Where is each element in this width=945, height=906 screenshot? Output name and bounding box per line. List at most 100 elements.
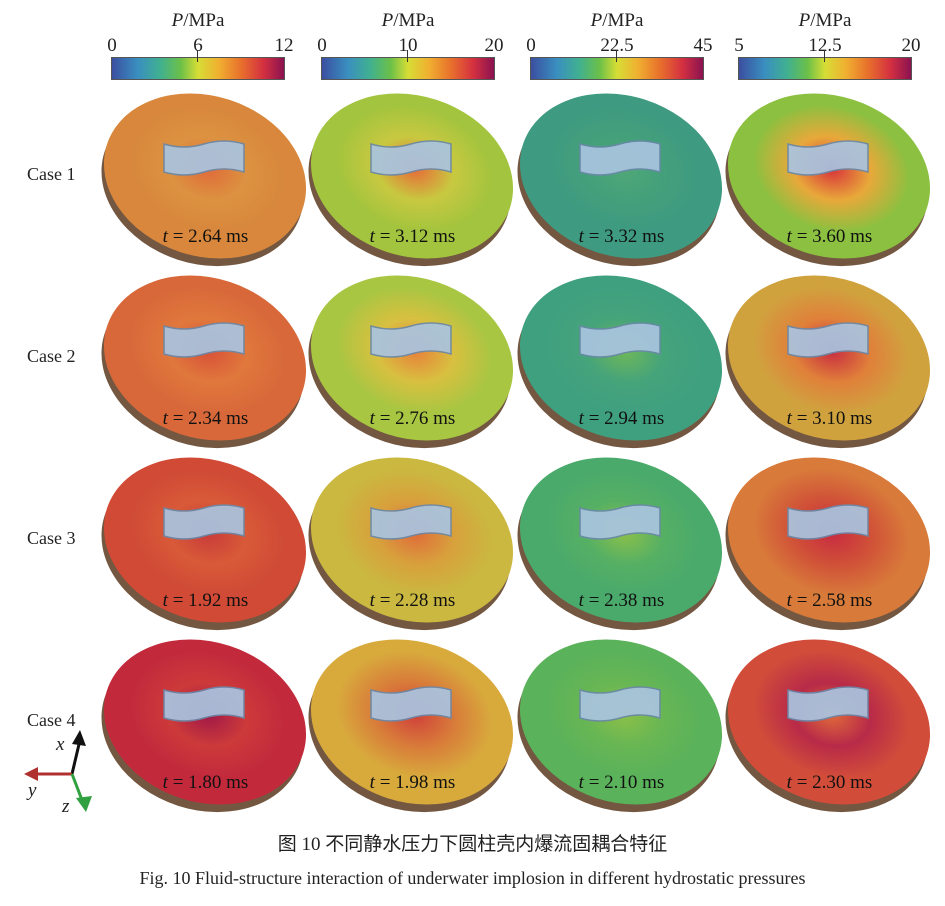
time-symbol: t <box>369 408 375 429</box>
disk-surface <box>519 457 723 623</box>
simulation-snapshot: t = 2.10 ms <box>514 634 729 814</box>
time-value: = 3.60 ms <box>796 226 873 247</box>
time-value: = 1.80 ms <box>172 772 249 793</box>
pressure-disk <box>517 457 723 631</box>
pressure-unit: /MPa <box>602 10 644 31</box>
time-symbol: t <box>786 408 792 429</box>
simulation-snapshot: t = 2.30 ms <box>722 634 937 814</box>
time-value: = 2.94 ms <box>588 408 665 429</box>
time-value: = 2.76 ms <box>379 408 456 429</box>
colorbar-tick-max: 20 <box>484 35 504 56</box>
time-label: t = 2.94 ms <box>514 408 729 430</box>
pressure-disk <box>101 275 307 449</box>
colorbar-title: P/MPa <box>321 10 495 32</box>
time-value: = 3.12 ms <box>379 226 456 247</box>
cylindrical-shell <box>163 686 245 722</box>
pressure-disk <box>725 275 931 449</box>
colorbar-tick-min: 5 <box>734 35 744 56</box>
colorbar-gradient <box>111 57 285 80</box>
pressure-disk <box>101 639 307 813</box>
time-label: t = 1.98 ms <box>305 772 520 794</box>
colorbar-tick-min: 0 <box>526 35 536 56</box>
time-label: t = 2.64 ms <box>98 226 313 248</box>
simulation-snapshot: t = 2.28 ms <box>305 452 520 632</box>
time-label: t = 2.76 ms <box>305 408 520 430</box>
time-label: t = 2.28 ms <box>305 590 520 612</box>
time-symbol: t <box>162 772 168 793</box>
colorbar-tick-mid: 6 <box>193 35 203 56</box>
cylindrical-shell <box>163 504 245 540</box>
time-symbol: t <box>578 590 584 611</box>
colorbar-tick-mid: 22.5 <box>600 35 634 56</box>
simulation-snapshot: t = 2.38 ms <box>514 452 729 632</box>
simulation-snapshot: t = 2.34 ms <box>98 270 313 450</box>
colorbar-gradient <box>321 57 495 80</box>
cylindrical-shell <box>163 140 245 176</box>
time-label: t = 3.60 ms <box>722 226 937 248</box>
time-label: t = 3.12 ms <box>305 226 520 248</box>
cylindrical-shell <box>370 322 452 358</box>
time-value: = 2.28 ms <box>379 590 456 611</box>
case-label: Case 2 <box>27 346 76 366</box>
simulation-snapshot: t = 2.94 ms <box>514 270 729 450</box>
colorbar-tick-max: 45 <box>693 35 713 56</box>
time-symbol: t <box>786 590 792 611</box>
pressure-disk <box>101 457 307 631</box>
pressure-disk <box>725 639 931 813</box>
time-value: = 1.92 ms <box>172 590 249 611</box>
colorbar-mid-tick <box>616 50 617 62</box>
time-label: t = 2.30 ms <box>722 772 937 794</box>
pressure-symbol: P <box>381 10 394 31</box>
case-label: Case 3 <box>27 528 76 548</box>
pressure-disk <box>517 275 723 449</box>
pressure-symbol: P <box>171 10 184 31</box>
disk-surface <box>310 275 514 441</box>
pressure-disk <box>308 93 514 267</box>
time-symbol: t <box>578 226 584 247</box>
pressure-unit: /MPa <box>183 10 225 31</box>
disk-surface <box>727 93 931 259</box>
simulation-snapshot: t = 1.98 ms <box>305 634 520 814</box>
z-axis-label: z <box>62 796 70 817</box>
caption-chinese: 图 10 不同静水压力下圆柱壳内爆流固耦合特征 <box>277 834 668 855</box>
case-label: Case 4 <box>27 710 76 730</box>
pressure-disk <box>101 93 307 267</box>
pressure-unit: /MPa <box>393 10 435 31</box>
axis-arrows-icon <box>24 730 92 812</box>
cylindrical-shell <box>579 140 661 176</box>
time-value: = 1.98 ms <box>379 772 456 793</box>
time-label: t = 3.32 ms <box>514 226 729 248</box>
simulation-snapshot: t = 2.58 ms <box>722 452 937 632</box>
time-value: = 2.38 ms <box>588 590 665 611</box>
colorbar-gradient <box>738 57 912 80</box>
disk-surface <box>310 93 514 259</box>
time-label: t = 1.92 ms <box>98 590 313 612</box>
time-label: t = 1.80 ms <box>98 772 313 794</box>
disk-surface <box>727 639 931 805</box>
disk-surface <box>727 457 931 623</box>
simulation-snapshot: t = 1.80 ms <box>98 634 313 814</box>
colorbar-mid-tick <box>197 50 198 62</box>
disk-surface <box>310 639 514 805</box>
colorbar-tick-mid: 12.5 <box>808 35 842 56</box>
colorbar-title: P/MPa <box>111 10 285 32</box>
time-symbol: t <box>369 590 375 611</box>
colorbar-mid-tick <box>407 50 408 62</box>
pressure-unit: /MPa <box>810 10 852 31</box>
cylindrical-shell <box>787 322 869 358</box>
z-axis-arrow <box>70 773 84 801</box>
colorbar-mid-tick <box>824 50 825 62</box>
time-label: t = 2.58 ms <box>722 590 937 612</box>
pressure-disk <box>517 93 723 267</box>
y-axis-label: y <box>28 780 37 801</box>
cylindrical-shell <box>370 140 452 176</box>
x-axis-label: x <box>56 734 65 755</box>
disk-surface <box>727 275 931 441</box>
simulation-snapshot: t = 2.76 ms <box>305 270 520 450</box>
colorbar-tick-min: 0 <box>317 35 327 56</box>
disk-surface <box>103 275 307 441</box>
colorbar-title: P/MPa <box>530 10 704 32</box>
time-value: = 2.30 ms <box>796 772 873 793</box>
pressure-disk <box>517 639 723 813</box>
cylindrical-shell <box>579 504 661 540</box>
